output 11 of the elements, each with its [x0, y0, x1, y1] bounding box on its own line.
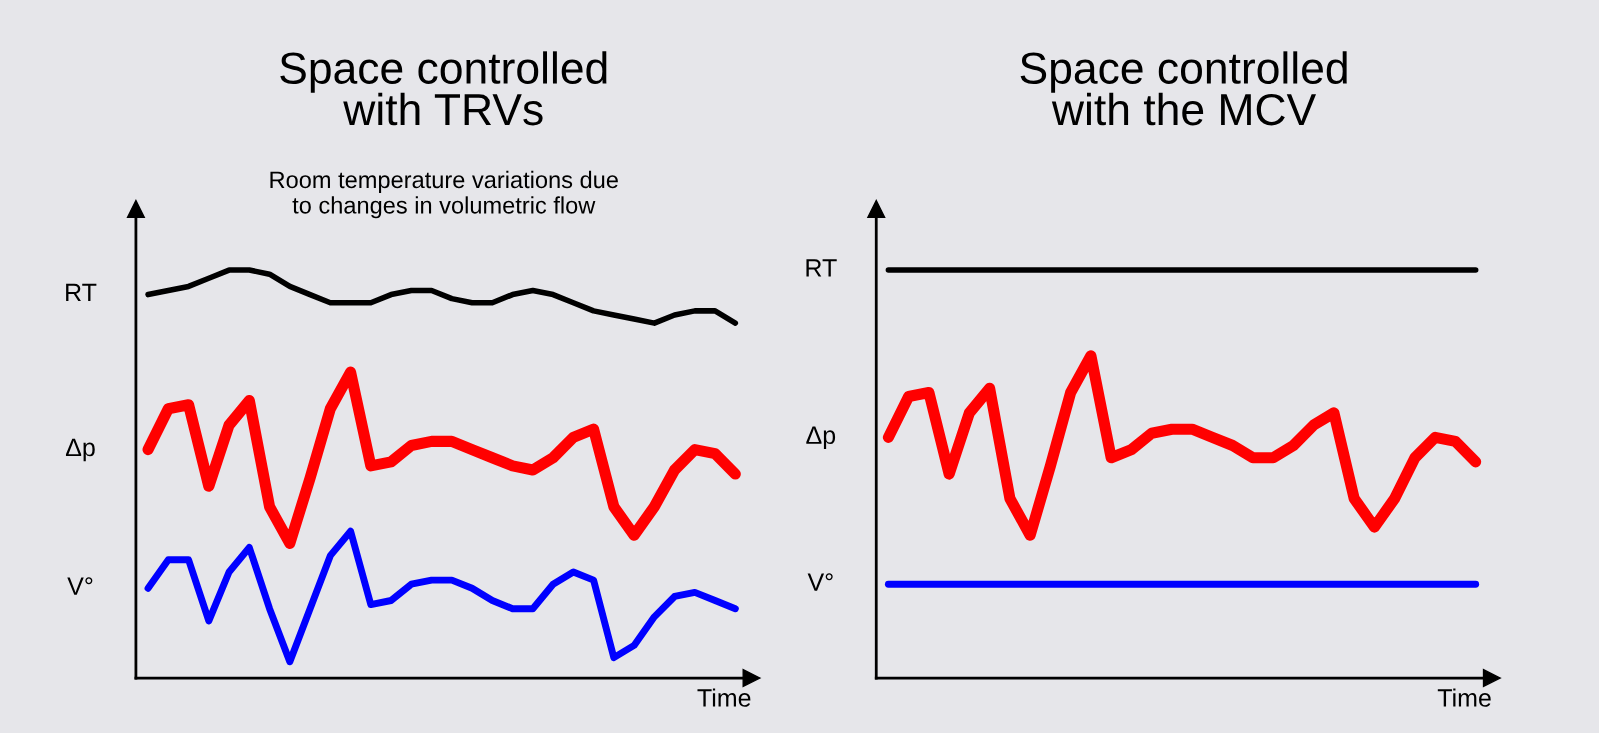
x-axis-title: Time: [1437, 688, 1491, 707]
text: V°: [67, 577, 93, 595]
text: V°: [807, 573, 833, 591]
chart-title: Space controlled with TRVs: [280, 51, 607, 126]
text: RT: [806, 259, 837, 277]
text: RT: [66, 283, 97, 302]
x-axis-title: Time: [697, 688, 751, 707]
chart-subtitle: Room temperature variations due to changes in volumetric flow: [270, 170, 618, 219]
text: Δp: [65, 438, 95, 462]
text: Δp: [806, 426, 836, 449]
chart-title: Space controlled with the MCV: [1020, 51, 1347, 126]
